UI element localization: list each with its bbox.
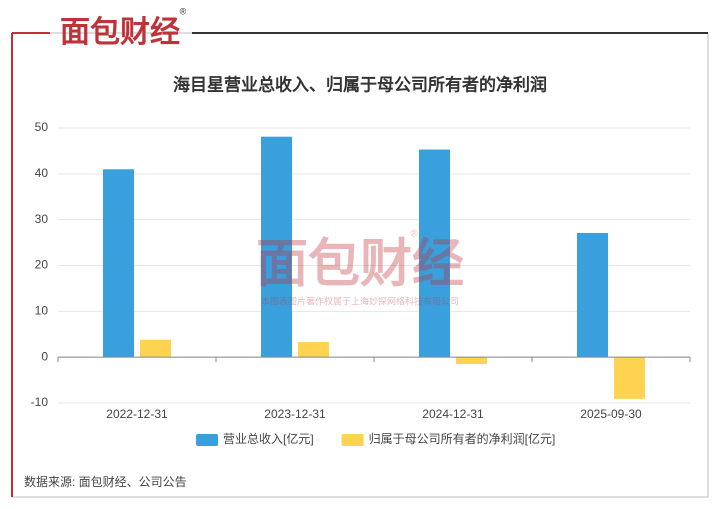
watermark-mark: ®: [410, 229, 418, 240]
y-tick-label: 30: [35, 212, 49, 226]
bar: [261, 136, 292, 358]
legend-label: 营业总收入[亿元]: [223, 431, 314, 446]
x-tick-label: 2025-09-30: [580, 407, 642, 421]
legend-swatch: [341, 434, 364, 446]
logo-mark: ®: [180, 6, 187, 16]
bar: [456, 357, 487, 365]
x-tick-label: 2023-12-31: [264, 407, 326, 421]
bar: [419, 149, 450, 358]
bar: [577, 232, 608, 358]
y-tick-label: 10: [35, 304, 49, 318]
watermark-copyright: 本图表图片著作权属于上海妙探网络科技有限公司: [261, 295, 459, 306]
bar: [140, 339, 171, 358]
bar: [614, 357, 645, 399]
legend-swatch: [196, 434, 218, 446]
y-tick-label: 20: [35, 258, 49, 272]
legend-label: 归属于母公司所有者的净利润[亿元]: [369, 431, 556, 446]
x-tick-label: 2022-12-31: [106, 407, 168, 421]
y-tick-label: 50: [35, 120, 49, 134]
x-tick-label: 2024-12-31: [422, 407, 484, 421]
logo: 面包财经: [60, 15, 180, 49]
watermark: 面包财经: [256, 236, 464, 294]
y-tick-label: -10: [31, 395, 49, 409]
y-tick-label: 40: [35, 166, 49, 180]
bar: [103, 169, 134, 358]
y-tick-label: 0: [41, 349, 48, 363]
chart-title: 海目星营业总收入、归属于母公司所有者的净利润: [173, 74, 547, 94]
bar: [298, 342, 329, 358]
source: 数据来源: 面包财经、公司公告: [24, 474, 187, 489]
